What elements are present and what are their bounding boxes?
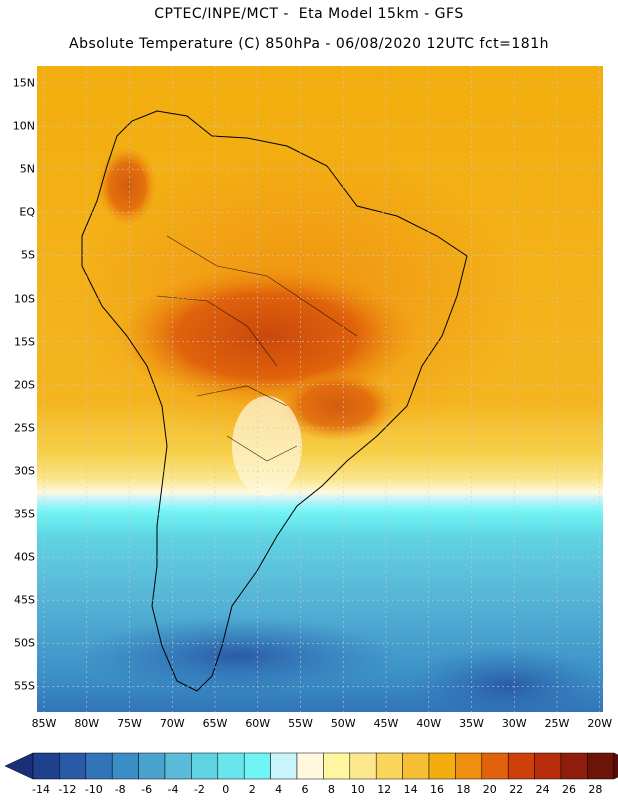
colorbar-tick-label: -8 — [114, 783, 126, 796]
lat-label: 5S — [21, 248, 35, 262]
colorbar-swatch — [32, 752, 60, 780]
gridlines — [37, 66, 603, 712]
colorbar-swatch — [560, 752, 588, 780]
colorbar-tick-label: 20 — [482, 783, 497, 796]
colorbar-swatch — [428, 752, 456, 780]
lon-label: 30W — [501, 717, 527, 730]
temperature-map — [37, 66, 603, 712]
lat-label: 10S — [14, 292, 35, 305]
colorbar-high-triangle — [613, 752, 618, 780]
colorbar-swatch — [85, 752, 113, 780]
lon-label: 75W — [117, 717, 142, 730]
lon-label: 25W — [544, 717, 570, 730]
colorbar-low-triangle — [4, 752, 34, 780]
lon-label: 55W — [288, 717, 313, 730]
colorbar-swatch — [402, 752, 430, 780]
colorbar-swatch — [455, 752, 483, 780]
colorbar-swatch — [587, 752, 615, 780]
colorbar-tick-label: 8 — [327, 783, 335, 796]
lon-label: 35W — [459, 717, 484, 730]
lat-label: 50S — [14, 636, 35, 650]
colorbar-tick-label: 14 — [403, 783, 418, 796]
colorbar-swatch — [375, 752, 403, 780]
lat-label: 40S — [14, 550, 35, 564]
colorbar-tick-label: 22 — [509, 783, 524, 796]
colorbar-tick-label: 12 — [377, 783, 392, 796]
colorbar-tick-label: -2 — [193, 783, 205, 796]
colorbar-swatch — [59, 752, 87, 780]
colorbar-swatch — [164, 752, 192, 780]
colorbar-tick-label: 10 — [350, 783, 365, 796]
lon-label: 45W — [373, 717, 399, 730]
lon-label: 65W — [202, 717, 228, 730]
colorbar-swatch — [534, 752, 562, 780]
colorbar-swatch — [349, 752, 377, 780]
colorbar-swatch — [138, 752, 166, 780]
lat-label: 30S — [14, 464, 35, 478]
lat-label: 45S — [14, 593, 35, 607]
chart-title-line2: Absolute Temperature (C) 850hPa - 06/08/… — [69, 36, 549, 52]
colorbar — [4, 752, 618, 780]
colorbar-tick-label: 2 — [248, 783, 256, 796]
colorbar-tick-label: -14 — [32, 783, 50, 796]
colorbar-tick-label: 4 — [275, 783, 283, 796]
lon-label: 80W — [74, 717, 100, 730]
colorbar-swatch — [217, 752, 245, 780]
colorbar-swatch — [481, 752, 509, 780]
colorbar-tick-label: -10 — [84, 783, 103, 796]
colorbar-swatch — [243, 752, 271, 780]
colorbar-tick-label: 16 — [430, 783, 444, 796]
colorbar-swatch — [111, 752, 139, 780]
lat-label: 5N — [19, 162, 35, 176]
lat-label: 10N — [12, 119, 35, 133]
colorbar-tick-label: 24 — [535, 783, 550, 796]
chart-title-line1: CPTEC/INPE/MCT - Eta Model 15km - GFS — [154, 6, 464, 22]
lon-label: 60W — [245, 717, 271, 730]
colorbar-swatch — [507, 752, 535, 780]
lat-label: 15S — [14, 335, 35, 349]
continent-outline — [81, 110, 468, 692]
colorbar-tick-label: -4 — [167, 783, 179, 796]
colorbar-tick-label: 28 — [588, 783, 603, 796]
colorbar-tick-label: -6 — [141, 783, 153, 796]
lon-label: 20W — [587, 717, 613, 730]
colorbar-swatch — [323, 752, 351, 780]
lat-label: EQ — [19, 205, 35, 219]
colorbar-tick-label: -12 — [58, 783, 77, 796]
lat-label: 15N — [12, 76, 35, 90]
lat-label: 25S — [14, 421, 35, 435]
colorbar-tick-label: 18 — [456, 783, 471, 796]
lon-label: 70W — [159, 717, 185, 730]
lon-label: 50W — [330, 717, 356, 730]
lat-label: 20S — [14, 378, 35, 392]
lat-label: 55S — [14, 679, 35, 693]
lat-label: 35S — [14, 507, 35, 521]
colorbar-swatch — [296, 752, 324, 780]
colorbar-swatch — [191, 752, 219, 780]
lon-label: 40W — [416, 717, 442, 730]
colorbar-tick-label: 0 — [222, 783, 230, 796]
lon-label: 85W — [31, 717, 57, 730]
colorbar-swatch — [270, 752, 298, 780]
colorbar-tick-label: 6 — [301, 783, 309, 796]
colorbar-tick-label: 26 — [562, 783, 576, 796]
